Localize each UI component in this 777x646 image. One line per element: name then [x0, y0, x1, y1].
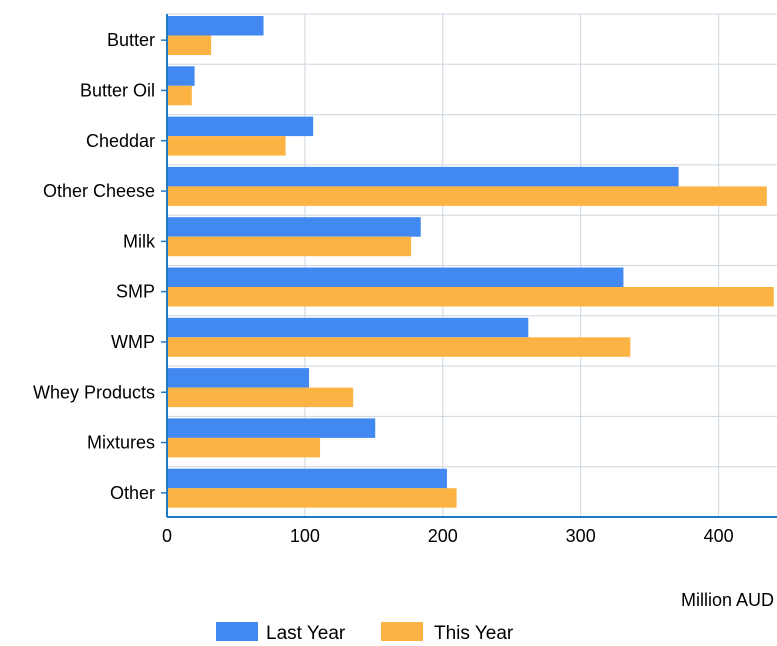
legend-label-last-year: Last Year	[266, 623, 346, 641]
category-label: Other Cheese	[43, 181, 155, 201]
bar-last-year	[167, 66, 195, 86]
bar-this-year	[167, 488, 457, 508]
bar-this-year	[167, 287, 774, 307]
bar-this-year	[167, 438, 320, 458]
category-label: Cheddar	[86, 131, 155, 151]
x-tick-label: 400	[704, 526, 734, 546]
bar-last-year	[167, 117, 313, 137]
bar-last-year	[167, 318, 528, 338]
bar-last-year	[167, 418, 375, 438]
bar-this-year	[167, 86, 192, 106]
bar-last-year	[167, 217, 421, 237]
bars	[167, 16, 774, 508]
category-label: Other	[110, 483, 155, 503]
bar-this-year	[167, 186, 767, 206]
bar-this-year	[167, 36, 211, 56]
x-tick-label: 0	[162, 526, 172, 546]
category-label: Mixtures	[87, 433, 155, 453]
category-label: Butter Oil	[80, 80, 155, 100]
x-tick-label: 300	[566, 526, 596, 546]
legend-swatch-this-year	[381, 622, 423, 641]
bar-this-year	[167, 388, 353, 408]
bar-this-year	[167, 237, 411, 257]
bar-last-year	[167, 368, 309, 388]
bar-last-year	[167, 16, 264, 36]
bar-last-year	[167, 268, 623, 288]
category-label: Milk	[123, 231, 156, 251]
legend-swatch-last-year	[216, 622, 258, 641]
bar-last-year	[167, 469, 447, 489]
x-tick-label: 100	[290, 526, 320, 546]
category-label: SMP	[116, 282, 155, 302]
bar-this-year	[167, 136, 286, 156]
legend-label-this-year: This Year	[434, 623, 514, 641]
category-label: Butter	[107, 30, 155, 50]
category-label: Whey Products	[33, 382, 155, 402]
x-axis-title: Million AUD	[681, 590, 774, 610]
bar-this-year	[167, 337, 630, 357]
legend: Last Year This Year	[216, 622, 514, 641]
x-tick-label: 200	[428, 526, 458, 546]
category-label: WMP	[111, 332, 155, 352]
bar-last-year	[167, 167, 679, 187]
